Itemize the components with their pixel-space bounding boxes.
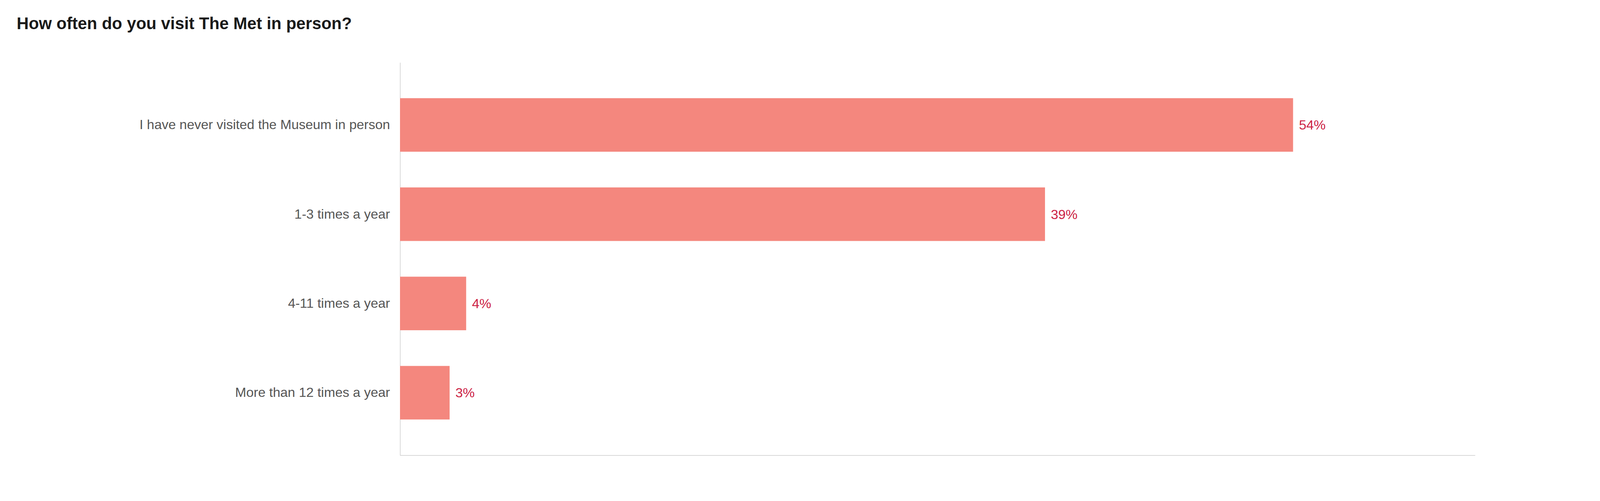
x-axis-line	[400, 455, 1476, 456]
bars	[400, 98, 1293, 420]
x-axis	[400, 455, 1476, 456]
y-axis: I have never visited the Museum in perso…	[139, 62, 401, 456]
data-label: 3%	[455, 385, 475, 401]
y-tick-label: I have never visited the Museum in perso…	[139, 117, 390, 133]
data-label: 4%	[472, 296, 492, 312]
y-tick: More than 12 times a year	[235, 385, 390, 400]
data-labels: 54% 39% 4% 3%	[455, 117, 1326, 401]
chart-title: How often do you visit The Met in person…	[16, 14, 352, 33]
data-label: 39%	[1050, 207, 1078, 223]
y-tick-label: 4-11 times a year	[287, 295, 390, 311]
bar	[400, 276, 467, 331]
chart-svg: How often do you visit The Met in person…	[0, 0, 1600, 501]
y-tick-label: More than 12 times a year	[235, 385, 390, 400]
bar	[400, 98, 1293, 153]
y-tick: 1-3 times a year	[294, 206, 391, 222]
plot-area: I have never visited the Museum in perso…	[139, 62, 1476, 456]
y-tick: I have never visited the Museum in perso…	[139, 117, 390, 133]
bar	[400, 187, 1045, 242]
y-tick: 4-11 times a year	[287, 295, 390, 311]
data-label: 54%	[1298, 117, 1326, 133]
y-tick-label: 1-3 times a year	[294, 206, 391, 222]
bar	[400, 366, 450, 420]
